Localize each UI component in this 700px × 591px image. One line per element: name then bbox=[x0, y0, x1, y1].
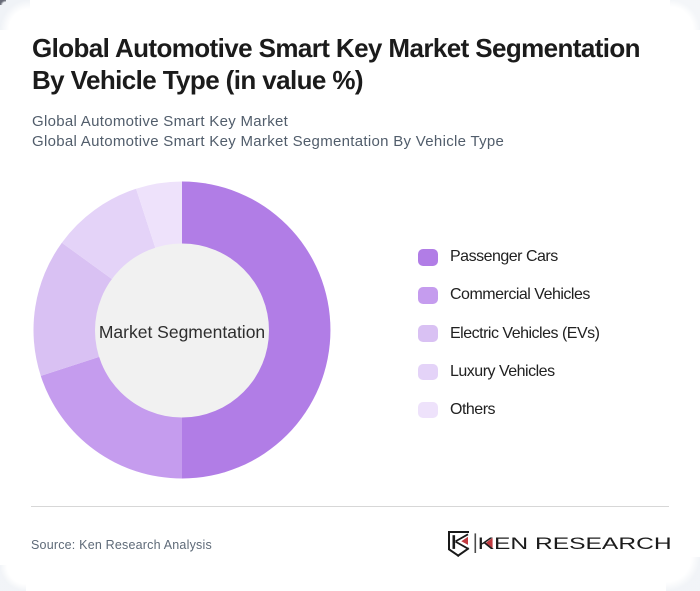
svg-text:KEN RESEARCH: KEN RESEARCH bbox=[478, 535, 672, 553]
